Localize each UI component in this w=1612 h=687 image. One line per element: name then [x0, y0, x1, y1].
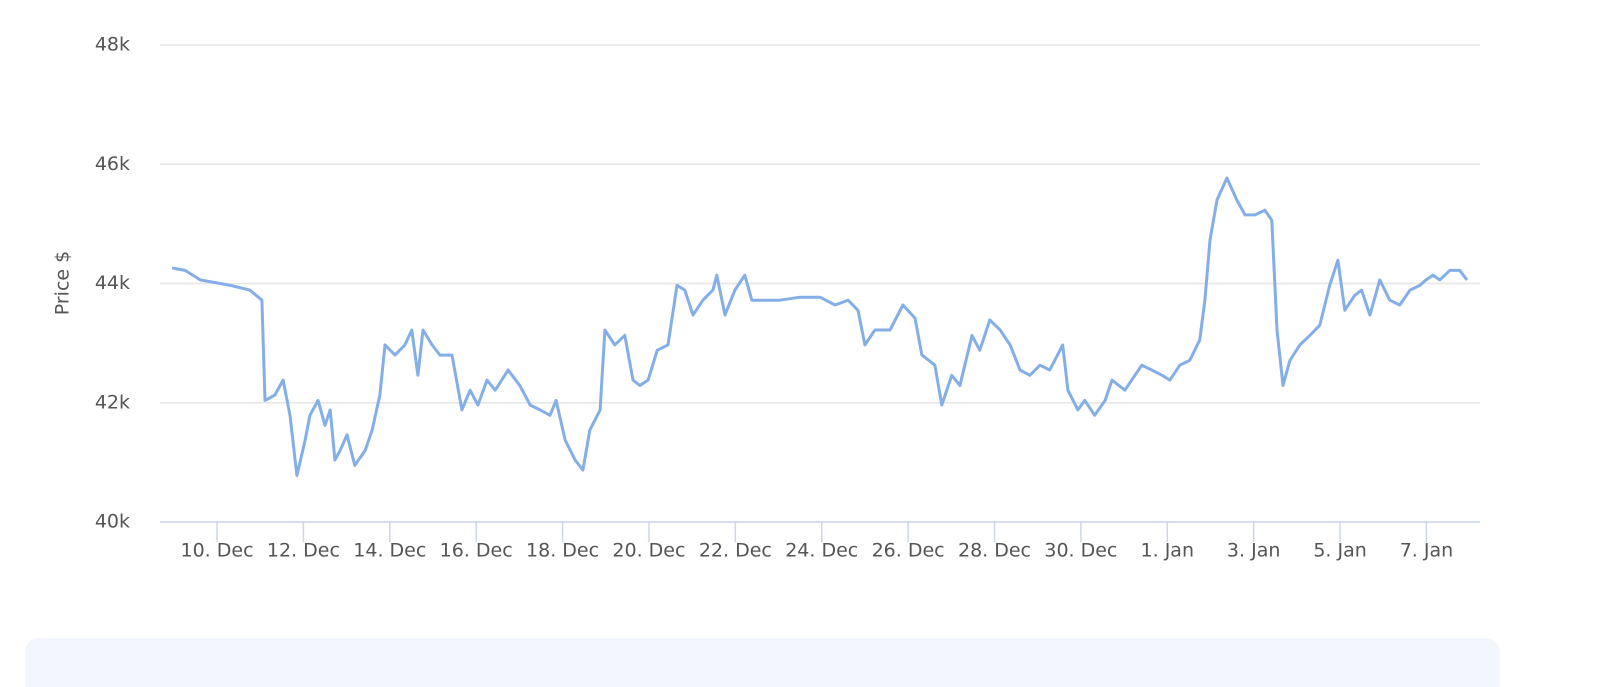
y-tick-label: 42k: [95, 391, 130, 413]
y-axis-title: Price $: [52, 251, 74, 315]
x-tick-label: 16. Dec: [440, 540, 513, 562]
x-tick-label: 24. Dec: [785, 540, 858, 562]
x-tick-label: 1. Jan: [1141, 540, 1194, 562]
x-tick-label: 5. Jan: [1313, 540, 1366, 562]
x-tick-label: 26. Dec: [872, 540, 945, 562]
price-line: [171, 176, 1469, 477]
x-tick-label: 22. Dec: [699, 540, 772, 562]
x-tick-label: 10. Dec: [181, 540, 254, 562]
x-tick-label: 3. Jan: [1227, 540, 1280, 562]
x-tick-label: 7. Jan: [1400, 540, 1453, 562]
x-tick-label: 12. Dec: [267, 540, 340, 562]
y-tick-label: 40k: [95, 511, 130, 533]
x-tick-label: 20. Dec: [612, 540, 685, 562]
y-tick-label: 44k: [95, 272, 130, 294]
y-tick-label: 46k: [95, 153, 130, 175]
y-tick-label: 48k: [95, 34, 130, 56]
info-panel: [25, 638, 1500, 687]
x-tick-label: 18. Dec: [526, 540, 599, 562]
x-tick-label: 28. Dec: [958, 540, 1031, 562]
x-tick-label: 14. Dec: [353, 540, 426, 562]
x-tick-label: 30. Dec: [1044, 540, 1117, 562]
